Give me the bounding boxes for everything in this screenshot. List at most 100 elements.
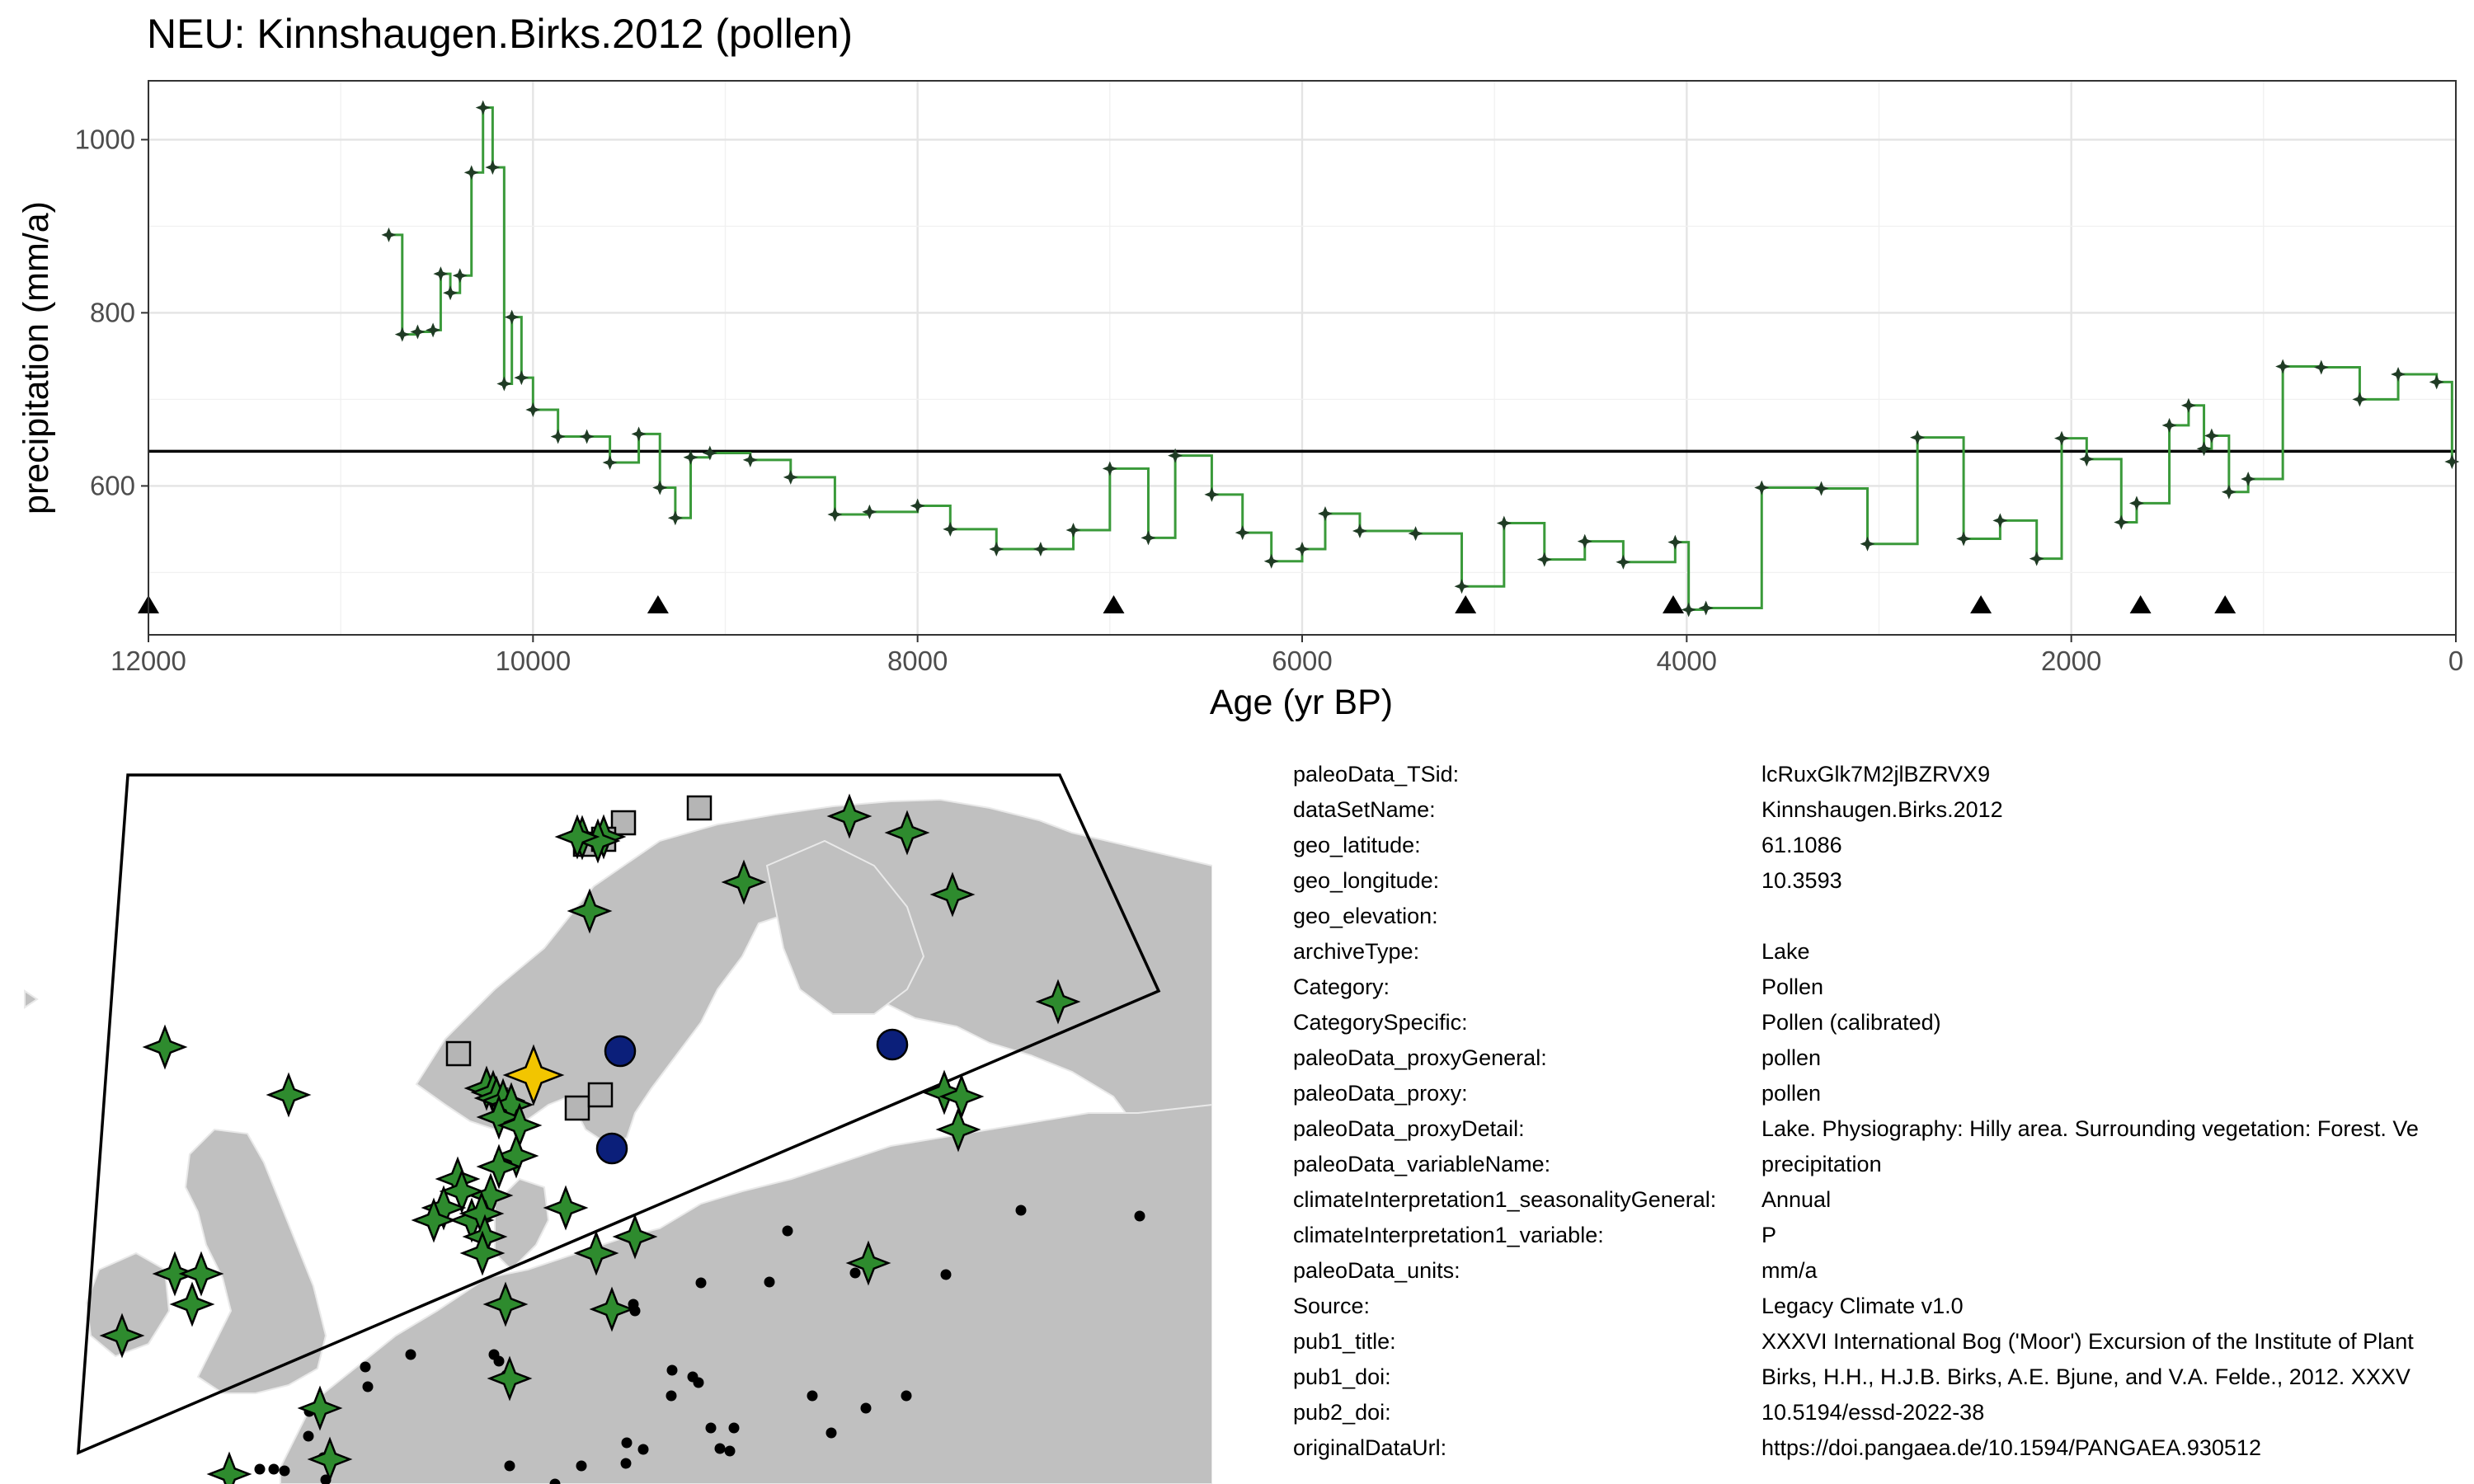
site-dot — [764, 1276, 775, 1288]
data-point — [2114, 514, 2129, 530]
x-tick-label: 6000 — [1272, 646, 1332, 676]
metadata-value: Lake — [1761, 939, 1810, 964]
metadata-key: geo_latitude: — [1293, 833, 1421, 857]
site-star — [921, 1069, 967, 1115]
site-star — [169, 1281, 215, 1327]
site-dot — [724, 1445, 736, 1457]
metadata-value: Annual — [1761, 1187, 1832, 1212]
data-point — [2241, 472, 2256, 486]
metadata-value: Kinnshaugen.Birks.2012 — [1761, 797, 2003, 822]
chronology-marker — [1455, 595, 1477, 613]
data-point — [1577, 533, 1592, 549]
y-axis-label: precipitation (mm/a) — [16, 201, 56, 514]
site-square — [587, 1082, 614, 1108]
site-map — [24, 773, 1212, 1484]
x-tick-label: 8000 — [887, 646, 948, 676]
land-iceland-edge — [24, 989, 39, 1009]
data-point — [1992, 513, 2008, 528]
metadata-value: P — [1761, 1223, 1777, 1247]
data-point — [1681, 602, 1696, 618]
site-dot — [666, 1390, 677, 1402]
site-star — [929, 871, 976, 918]
land-continent — [280, 1103, 1212, 1484]
site-star — [935, 1106, 981, 1153]
metadata-value: Lake. Physiography: Hilly area. Surround… — [1761, 1116, 2419, 1141]
land-scandinavia — [415, 798, 1212, 1205]
metadata-key: geo_longitude: — [1293, 868, 1440, 893]
selected-site-star — [502, 1044, 565, 1106]
data-point — [1956, 531, 1972, 547]
data-point — [475, 100, 491, 115]
site-dot — [360, 1361, 371, 1373]
site-star — [482, 1281, 529, 1327]
metadata-key: Category: — [1293, 974, 1390, 999]
land-finland — [765, 839, 925, 1015]
grid-lines — [147, 81, 2458, 635]
chronology-marker — [1103, 595, 1125, 613]
data-point — [1698, 600, 1714, 616]
site-stars — [99, 793, 1081, 1484]
data-point — [862, 504, 877, 519]
data-point — [2313, 359, 2329, 375]
site-dot — [1015, 1205, 1027, 1216]
data-point — [1496, 515, 1512, 531]
site-circle — [595, 1132, 628, 1165]
metadata-key: paleoData_proxyDetail: — [1293, 1116, 1525, 1141]
site-star — [567, 888, 613, 934]
data-point — [1263, 553, 1279, 569]
chronology-marker — [2214, 595, 2236, 613]
data-point — [1295, 542, 1310, 557]
metadata-key: paleoData_variableName: — [1293, 1152, 1551, 1176]
x-axis: 12000 10000 8000 6000 4000 2000 0 — [111, 635, 2463, 676]
chronology-marker — [647, 595, 669, 613]
metadata-key: climateInterpretation1_variable: — [1293, 1223, 1604, 1247]
site-star — [1035, 979, 1081, 1025]
metadata-value: pollen — [1761, 1081, 1822, 1106]
data-point — [485, 160, 501, 175]
site-dot — [576, 1460, 587, 1472]
site-dot — [254, 1463, 266, 1475]
site-dot — [728, 1422, 740, 1434]
data-point — [943, 521, 958, 537]
metadata-key: paleoData_TSid: — [1293, 762, 1460, 787]
site-dot — [504, 1460, 515, 1472]
site-star — [99, 1313, 145, 1359]
site-square — [686, 795, 713, 821]
data-point — [426, 322, 441, 338]
site-dot — [493, 1355, 505, 1367]
timeseries-chart: NEU: Kinnshaugen.Birks.2012 (pollen) 120… — [16, 11, 2463, 722]
site-square — [445, 1040, 472, 1067]
data-point — [683, 449, 698, 465]
site-dot — [693, 1377, 704, 1388]
data-point — [2180, 397, 2196, 413]
data-point — [514, 370, 529, 386]
chronology-marker — [2129, 595, 2152, 613]
site-dot — [714, 1443, 726, 1454]
data-point — [452, 268, 468, 284]
data-point — [783, 469, 798, 485]
data-point — [433, 266, 449, 282]
site-dot — [666, 1364, 678, 1376]
metadata-value: lcRuxGlk7M2jlBZRVX9 — [1761, 762, 1991, 787]
metadata-value: Birks, H.H., H.J.B. Birks, A.E. Bjune, a… — [1761, 1364, 2411, 1389]
metadata-value: pollen — [1761, 1045, 1822, 1070]
data-point — [1754, 480, 1770, 495]
metadata-key: pub1_title: — [1293, 1329, 1396, 1354]
site-dot — [621, 1437, 633, 1449]
data-point — [2204, 428, 2219, 444]
data-point — [2029, 551, 2044, 566]
site-dot — [860, 1402, 872, 1414]
data-point — [742, 452, 758, 467]
site-dot — [303, 1430, 314, 1442]
site-star — [554, 814, 600, 860]
data-point — [2444, 454, 2460, 469]
data-point — [1454, 579, 1470, 594]
metadata-value: 10.5194/essd-2022-38 — [1761, 1400, 1985, 1425]
site-star — [573, 1230, 619, 1276]
metadata-value: Pollen — [1761, 974, 1824, 999]
land-britain — [184, 1128, 327, 1394]
site-star — [307, 1436, 353, 1482]
metadata-value: Legacy Climate v1.0 — [1761, 1294, 1964, 1318]
data-point — [2196, 441, 2212, 457]
data-point — [2161, 417, 2177, 433]
